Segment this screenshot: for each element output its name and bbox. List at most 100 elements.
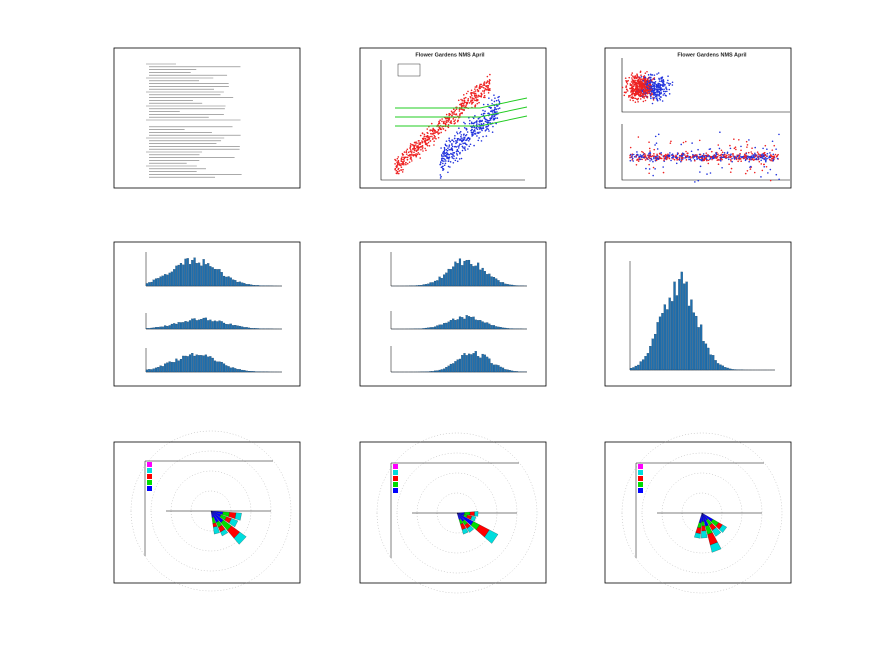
point — [456, 131, 458, 133]
point — [483, 92, 485, 94]
point — [720, 149, 723, 152]
point — [662, 84, 664, 86]
point — [632, 160, 635, 162]
point — [672, 157, 674, 160]
point — [471, 99, 473, 101]
point — [692, 157, 695, 159]
point — [482, 109, 484, 112]
point — [491, 102, 493, 105]
point — [639, 70, 642, 73]
point — [497, 99, 500, 101]
point — [429, 135, 431, 138]
point — [659, 83, 662, 86]
point — [423, 135, 426, 138]
bar — [699, 324, 703, 371]
point — [654, 92, 656, 95]
point — [639, 79, 642, 82]
bar — [488, 273, 491, 287]
point — [478, 85, 481, 87]
point — [698, 153, 701, 156]
point — [654, 87, 656, 90]
point — [471, 126, 473, 129]
point — [452, 108, 455, 111]
bar — [211, 321, 214, 330]
bar — [220, 321, 223, 330]
point — [644, 72, 647, 75]
point — [494, 111, 497, 114]
point — [635, 85, 637, 88]
point — [471, 97, 474, 99]
point — [463, 100, 466, 102]
bar — [424, 327, 428, 330]
point — [711, 158, 713, 161]
bar — [458, 358, 462, 373]
point — [688, 155, 691, 158]
point — [633, 93, 636, 96]
rose-wedge — [213, 526, 220, 535]
point — [646, 78, 649, 80]
point — [717, 144, 720, 146]
point — [421, 132, 424, 134]
point — [443, 164, 446, 167]
bar — [200, 355, 203, 373]
point — [639, 85, 641, 88]
point — [488, 89, 490, 92]
point — [690, 156, 692, 159]
rose-wedge — [229, 518, 239, 528]
point — [626, 90, 629, 92]
bar — [198, 319, 201, 330]
rose-ring — [436, 492, 478, 534]
point — [703, 159, 706, 162]
bar — [177, 360, 180, 373]
bar — [247, 284, 251, 287]
point — [484, 118, 487, 120]
point — [481, 129, 483, 132]
point — [687, 152, 689, 155]
bar — [724, 367, 727, 371]
point — [771, 140, 774, 143]
axis — [621, 58, 790, 181]
point — [750, 151, 752, 153]
bar — [232, 279, 235, 287]
point — [721, 156, 724, 159]
point — [746, 169, 749, 172]
bar — [436, 325, 439, 330]
point — [395, 166, 398, 169]
point — [400, 164, 402, 167]
legend-swatch — [147, 474, 152, 479]
point — [409, 150, 412, 153]
point — [446, 119, 448, 122]
point — [454, 122, 457, 124]
point — [444, 152, 447, 155]
point — [751, 152, 753, 155]
point — [649, 85, 651, 88]
point — [474, 92, 477, 95]
point — [400, 159, 402, 161]
point — [752, 159, 755, 161]
point — [706, 154, 709, 156]
point — [659, 93, 661, 95]
point — [748, 159, 751, 161]
bar — [461, 317, 464, 330]
point — [721, 153, 724, 156]
point — [487, 92, 490, 94]
bar — [452, 318, 455, 330]
bar — [241, 282, 244, 287]
point — [441, 154, 443, 157]
point — [425, 135, 427, 138]
point — [486, 127, 488, 130]
point — [694, 159, 696, 162]
point — [751, 158, 754, 161]
point — [487, 103, 489, 106]
bar — [465, 315, 468, 330]
point — [462, 108, 464, 111]
point — [689, 158, 692, 161]
bar — [238, 281, 241, 287]
point — [646, 92, 648, 95]
point — [469, 143, 472, 146]
point — [424, 137, 427, 140]
point — [664, 84, 666, 86]
point — [397, 164, 399, 166]
point — [738, 138, 740, 141]
bar — [234, 325, 237, 330]
